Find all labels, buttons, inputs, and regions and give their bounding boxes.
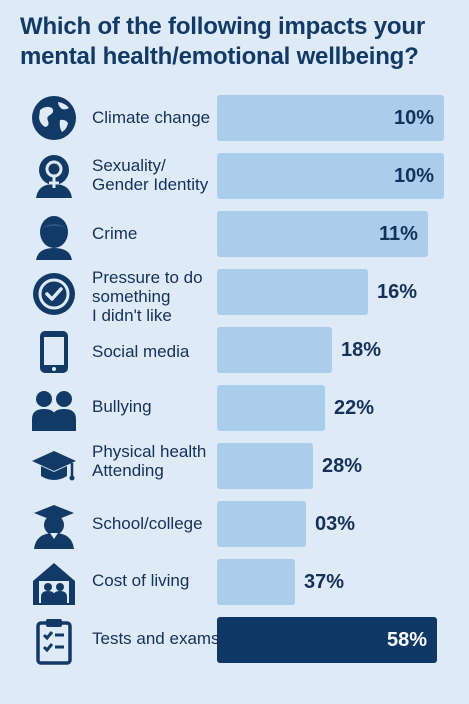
category-label-line: Pressure to do: [92, 268, 203, 287]
category-label-line: Sexuality/: [92, 156, 166, 175]
chart-title-line-1: Which of the following impacts your: [20, 13, 425, 40]
phone-icon: [30, 328, 78, 376]
category-label-line: Gender Identity: [92, 175, 209, 194]
value-label: 18%: [341, 339, 382, 361]
chart-title: Which of the following impacts your ment…: [20, 12, 460, 72]
bar: [217, 269, 368, 315]
bar: [217, 443, 313, 489]
category-label-line: Attending: [92, 461, 164, 480]
category-label-line: I didn't like: [92, 306, 172, 325]
category-label-line: Physical health: [92, 442, 207, 461]
category-label: Cost of living: [92, 571, 242, 590]
graduation-cap-icon: [30, 443, 78, 491]
category-label-line: Cost of living: [92, 571, 190, 590]
value-label: 22%: [334, 397, 375, 419]
bar: [217, 211, 428, 257]
category-label: Physical health Attending: [92, 442, 242, 480]
category-label: Pressure to do something I didn't like: [92, 268, 242, 325]
value-label: 28%: [322, 455, 363, 477]
category-label-line: Climate change: [92, 108, 211, 127]
bar: [217, 327, 332, 373]
category-label: Tests and exams: [92, 629, 242, 648]
category-label: Sexuality/Gender Identity: [92, 156, 242, 194]
value-label: 10%: [394, 107, 435, 129]
bar: [217, 617, 437, 663]
people-icon: [30, 385, 78, 433]
category-label-line: School/college: [92, 514, 203, 533]
category-label: Social media: [92, 342, 242, 361]
category-label-line: something: [92, 287, 171, 306]
category-label-line: Bullying: [92, 397, 152, 416]
clipboard-check-icon: [30, 617, 78, 665]
bar: [217, 95, 444, 141]
chart-title-line-2: mental health/emotional wellbeing?: [20, 43, 419, 70]
student-icon: [30, 501, 78, 549]
gender-identity-icon: [30, 152, 78, 200]
category-label-line: Social media: [92, 342, 190, 361]
person-icon: [30, 212, 78, 260]
category-label: School/college: [92, 514, 242, 533]
value-label: 10%: [394, 165, 435, 187]
house-family-icon: [30, 559, 78, 607]
category-label: Bullying: [92, 397, 242, 416]
category-label-line: Tests and exams: [92, 629, 220, 648]
value-label: 16%: [377, 281, 418, 303]
bar: [217, 153, 444, 199]
bar: [217, 501, 306, 547]
value-label: 11%: [379, 223, 418, 245]
check-badge-icon: [30, 270, 78, 318]
bar: [217, 385, 325, 431]
bar: [217, 559, 295, 605]
category-label: Climate change: [92, 108, 242, 127]
value-label: 58%: [387, 629, 428, 651]
category-label: Crime: [92, 224, 242, 243]
category-label-line: Crime: [92, 224, 138, 243]
globe-icon: [30, 94, 78, 142]
value-label: 03%: [315, 513, 356, 535]
value-label: 37%: [304, 571, 345, 593]
